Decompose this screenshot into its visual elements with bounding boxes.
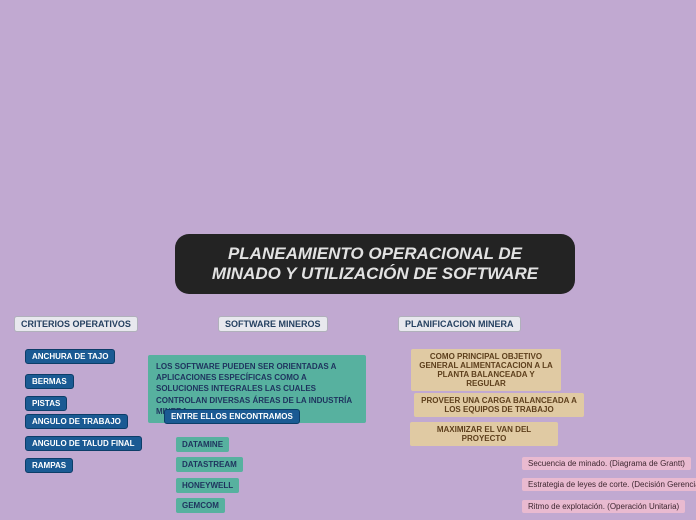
software-intro-text: LOS SOFTWARE PUEDEN SER ORIENTADAS A APL…	[156, 362, 352, 416]
software-entry-label: GEMCOM	[182, 501, 219, 510]
category-label: CRITERIOS OPERATIVOS	[21, 319, 131, 329]
software-entry: DATAMINE	[176, 437, 229, 452]
criterios-item-label: ANGULO DE TALUD FINAL	[32, 439, 135, 448]
root-node: PLANEAMIENTO OPERACIONAL DE MINADO Y UTI…	[175, 234, 575, 294]
criterios-item-label: BERMAS	[32, 377, 67, 386]
pink-item-text: Ritmo de explotación. (Operación Unitari…	[528, 502, 679, 511]
software-entry: HONEYWELL	[176, 478, 239, 493]
category-criterios: CRITERIOS OPERATIVOS	[14, 316, 138, 332]
pink-item: Estrategia de leyes de corte. (Decisión …	[522, 478, 696, 491]
criterios-item-label: RAMPAS	[32, 461, 66, 470]
pink-item-text: Secuencia de minado. (Diagrama de Grantt…	[528, 459, 685, 468]
software-sub-label: ENTRE ELLOS ENCONTRAMOS	[164, 409, 300, 424]
planif-item: COMO PRINCIPAL OBJETIVO GENERAL ALIMENTA…	[411, 349, 561, 391]
category-software: SOFTWARE MINEROS	[218, 316, 328, 332]
planif-item: PROVEER UNA CARGA BALANCEADA A LOS EQUIP…	[414, 393, 584, 417]
criterios-item: ANCHURA DE TAJO	[25, 349, 115, 364]
planif-item-text: COMO PRINCIPAL OBJETIVO GENERAL ALIMENTA…	[419, 352, 552, 388]
planif-item: MAXIMIZAR EL VAN DEL PROYECTO	[410, 422, 558, 446]
criterios-item: RAMPAS	[25, 458, 73, 473]
criterios-item: ANGULO DE TALUD FINAL	[25, 436, 142, 451]
software-entry-label: DATASTREAM	[182, 460, 237, 469]
pink-item: Secuencia de minado. (Diagrama de Grantt…	[522, 457, 691, 470]
software-entry: GEMCOM	[176, 498, 225, 513]
planif-item-text: PROVEER UNA CARGA BALANCEADA A LOS EQUIP…	[421, 396, 577, 414]
pink-item-text: Estrategia de leyes de corte. (Decisión …	[528, 480, 696, 489]
criterios-item: ANGULO DE TRABAJO	[25, 414, 128, 429]
category-label: SOFTWARE MINEROS	[225, 319, 321, 329]
software-entry-label: DATAMINE	[182, 440, 223, 449]
planif-item-text: MAXIMIZAR EL VAN DEL PROYECTO	[437, 425, 531, 443]
criterios-item-label: PISTAS	[32, 399, 60, 408]
criterios-item: BERMAS	[25, 374, 74, 389]
category-label: PLANIFICACION MINERA	[405, 319, 514, 329]
software-entry: DATASTREAM	[176, 457, 243, 472]
criterios-item-label: ANGULO DE TRABAJO	[32, 417, 121, 426]
category-planificacion: PLANIFICACION MINERA	[398, 316, 521, 332]
criterios-item: PISTAS	[25, 396, 67, 411]
software-sub-label-text: ENTRE ELLOS ENCONTRAMOS	[171, 412, 293, 421]
software-entry-label: HONEYWELL	[182, 481, 233, 490]
root-title: PLANEAMIENTO OPERACIONAL DE MINADO Y UTI…	[212, 244, 538, 283]
pink-item: Ritmo de explotación. (Operación Unitari…	[522, 500, 685, 513]
criterios-item-label: ANCHURA DE TAJO	[32, 352, 108, 361]
